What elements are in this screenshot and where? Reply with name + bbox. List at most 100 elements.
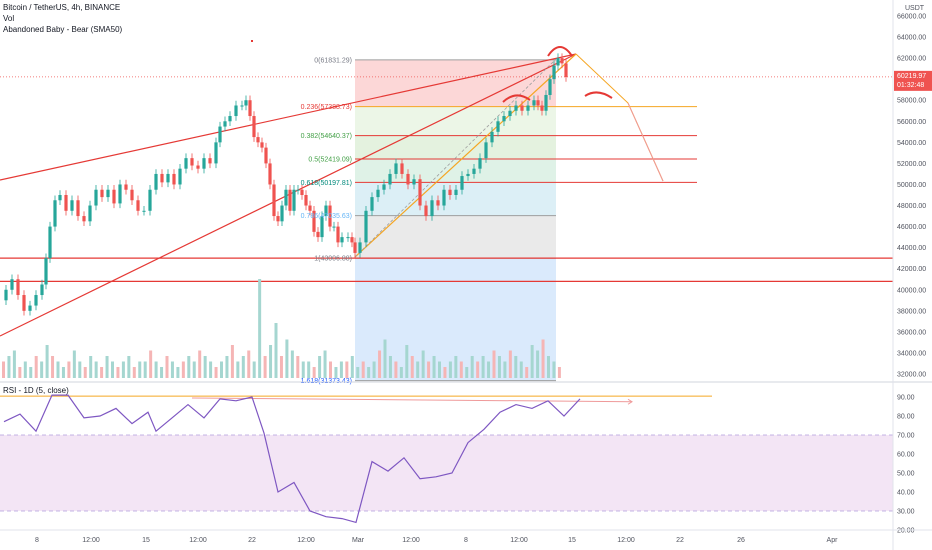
volume-bar [67,361,71,378]
candle-body [172,173,176,185]
time-tick: 22 [676,537,684,544]
volume-bar [323,350,327,378]
candle-body [64,195,68,211]
fib-label: 0.382(54640.37) [301,133,352,140]
candle-body [94,189,98,206]
rsi-band [0,435,893,511]
volume-bar [214,367,218,378]
candle-body [223,121,227,127]
volume-bar [45,345,49,378]
rsi-axis[interactable]: 90.00 80.00 70.00 60.00 50.00 40.00 30.00 20.00 [897,395,915,535]
candle-body [472,168,476,174]
candle-body [316,231,320,238]
candle-body [382,184,386,190]
volume-bar [438,361,441,378]
volume-bar [448,361,452,378]
indicator-label[interactable]: Abandoned Baby - Bear (SMA50) [3,25,123,34]
lower-trendline [0,53,577,337]
volume-bar [454,356,458,378]
price-axis[interactable]: USDT66000.0064000.0062000.0060000.005800… [894,5,932,379]
volume-bar [383,339,387,378]
volume-bar [100,367,104,378]
candle-body [10,279,14,290]
rsi-label[interactable]: RSI - 1D (5, close) [3,386,69,395]
candle-body [130,189,134,201]
volume-label[interactable]: Vol [3,14,15,23]
volume-bar [149,350,153,378]
volume-bars [2,279,561,378]
price-tick: 34000.00 [897,350,926,357]
fib-label: 0.236(57388.73) [301,104,352,111]
fib-trend-line [354,53,577,258]
price-tick: 32000.00 [897,372,926,379]
candle-body [284,189,288,206]
rsi-pane [0,394,893,524]
candle-body [304,195,308,206]
volume-bar [547,356,550,378]
volume-bar [176,367,180,378]
candle-body [76,200,80,217]
price-tick: 46000.00 [897,224,926,231]
projection-path [575,53,664,182]
volume-bar [421,350,425,378]
volume-bar [476,361,480,378]
volume-bar [318,356,322,378]
volume-bar [503,361,507,378]
candle-body [252,116,256,138]
volume-bar [312,367,316,378]
rsi-tick: 50.00 [897,471,915,478]
volume-bar [61,367,65,378]
candle-body [248,100,252,117]
candle-body [244,100,248,106]
volume-bar [492,350,496,378]
volume-bar [247,350,251,378]
candle-body [478,158,482,169]
candle-body [240,105,244,107]
candle-body [430,200,434,217]
symbol-title[interactable]: Bitcoin / TetherUS, 4h, BINANCE [3,3,121,12]
fib-zone [355,59,556,107]
currency-label: USDT [905,5,925,12]
drawings[interactable] [0,40,893,337]
volume-bar [56,361,60,378]
volume-bar [203,356,207,378]
candle-body [460,176,464,190]
rsi-tick: 20.00 [897,528,915,535]
fib-zone [355,158,556,183]
volume-bar [329,361,332,378]
time-tick: 26 [737,537,745,544]
volume-bar [356,367,360,378]
fib-label: 0.5(52419.09) [308,156,352,163]
volume-bar [230,345,234,378]
volume-bar [143,361,147,378]
time-axis[interactable]: 8 12:00 15 12:00 22 12:00 Mar 12:00 8 12:00 15 12:0… [35,537,838,544]
candle-body [442,189,446,206]
fib-zone [355,215,556,259]
price-tick: 54000.00 [897,140,926,147]
price-tick: 58000.00 [897,98,926,105]
fib-zone [355,135,556,159]
volume-bar [127,356,131,378]
candle-body [454,189,458,195]
candle-body [148,189,152,211]
price-tick: 56000.00 [897,119,926,126]
candle-body [106,189,110,198]
candle-body [218,126,222,143]
volume-bar [78,361,82,378]
candle-body [350,237,354,243]
candle-body [370,197,374,211]
rsi-tick: 90.00 [897,395,915,402]
price-tick: 40000.00 [897,287,926,294]
last-price-tag [894,70,932,91]
volume-bar [334,367,338,378]
candle-body [292,189,296,211]
candle-body [336,226,340,243]
time-tick: 8 [35,537,39,544]
head-arc [547,46,573,57]
rsi-line [3,394,581,524]
volume-bar [345,361,349,378]
candle-body [268,163,272,185]
candle-body [328,205,332,227]
candle-body [272,184,276,217]
